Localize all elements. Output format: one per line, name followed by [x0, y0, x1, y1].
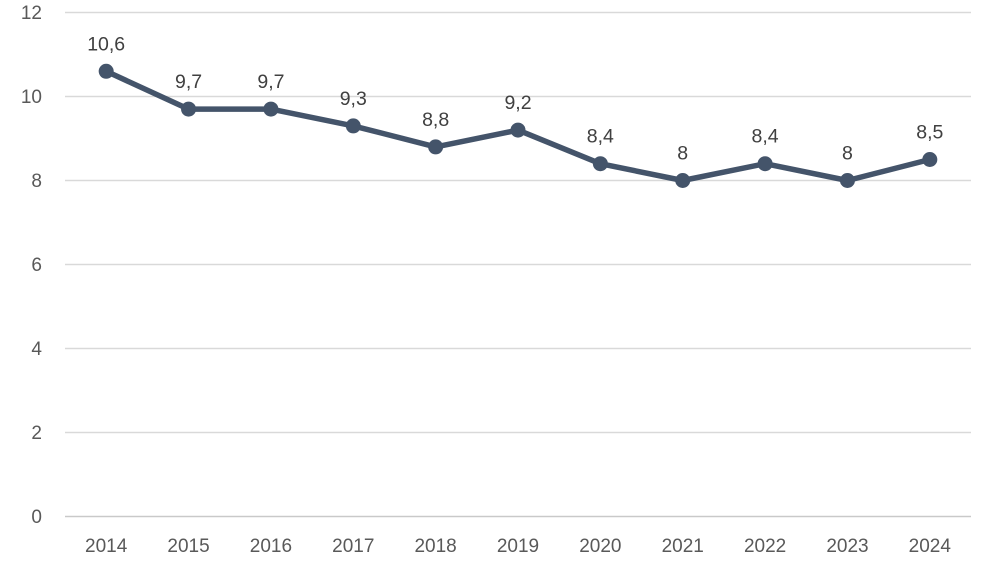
- data-point-label: 8,4: [587, 126, 614, 148]
- x-axis-tick-label: 2018: [414, 536, 456, 557]
- data-point-marker: [839, 173, 855, 188]
- data-point-marker: [922, 152, 938, 167]
- y-axis-tick-label: 10: [21, 87, 42, 108]
- x-axis-tick-label: 2020: [579, 536, 621, 557]
- data-point-label: 9,7: [257, 71, 284, 93]
- x-axis-tick-label: 2022: [744, 536, 786, 557]
- data-point-label: 8: [842, 143, 853, 165]
- x-axis-tick-label: 2021: [662, 536, 704, 557]
- data-point-label: 10,6: [87, 33, 125, 55]
- y-axis-tick-label: 0: [31, 507, 42, 528]
- x-axis-tick-label: 2016: [250, 536, 292, 557]
- data-point-label: 8,8: [422, 109, 449, 131]
- data-point-marker: [263, 101, 279, 117]
- y-axis-tick-label: 12: [21, 3, 42, 24]
- x-axis-tick-label: 2024: [909, 536, 952, 557]
- x-axis-tick-label: 2017: [332, 536, 374, 557]
- y-axis-tick-label: 8: [31, 171, 42, 192]
- data-point-marker: [345, 118, 361, 134]
- data-point-marker: [757, 156, 773, 172]
- data-point-marker: [675, 173, 691, 188]
- data-point-label: 8: [677, 143, 688, 165]
- data-point-marker: [181, 101, 197, 117]
- data-point-marker: [510, 122, 526, 138]
- y-axis-tick-label: 2: [31, 423, 42, 444]
- data-point-label: 9,2: [504, 92, 531, 114]
- x-axis-tick-label: 2015: [167, 536, 209, 557]
- data-point-label: 8,5: [916, 122, 943, 144]
- y-axis-tick-label: 4: [31, 339, 42, 360]
- data-point-label: 9,7: [175, 71, 202, 93]
- data-point-label: 8,4: [752, 126, 779, 148]
- data-point-label: 9,3: [340, 88, 367, 110]
- x-axis-tick-label: 2014: [85, 536, 128, 557]
- x-axis-tick-label: 2023: [826, 536, 868, 557]
- y-axis-tick-label: 6: [31, 255, 42, 276]
- data-point-marker: [592, 156, 608, 172]
- x-axis-tick-label: 2019: [497, 536, 539, 557]
- data-point-marker: [428, 139, 444, 155]
- data-point-marker: [98, 63, 114, 79]
